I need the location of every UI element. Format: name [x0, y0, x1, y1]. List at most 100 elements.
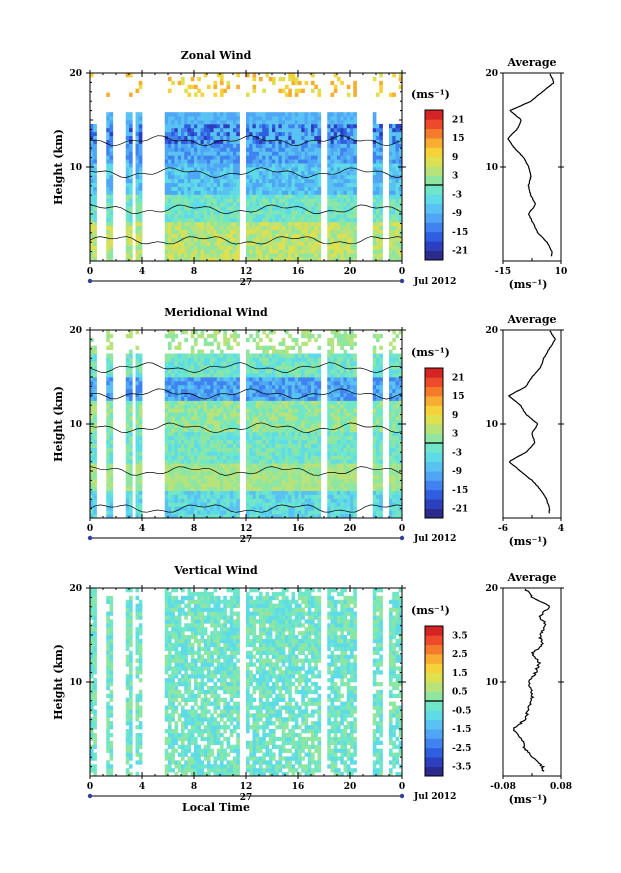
heatmap-cell: [125, 392, 130, 397]
heatmap-cell: [168, 486, 172, 491]
heatmap-cell: [340, 206, 344, 211]
heatmap-cell: [278, 198, 283, 203]
heatmap-cell: [210, 408, 214, 413]
heatmap-cell: [236, 206, 240, 211]
heatmap-cell: [177, 257, 182, 262]
heatmap-cell: [262, 345, 266, 350]
heatmap-cell: [379, 202, 383, 207]
heatmap-cell: [164, 123, 169, 129]
heatmap-cell: [275, 365, 279, 370]
heatmap-cell: [350, 143, 354, 148]
heatmap-cell: [285, 84, 289, 90]
heatmap-cell: [330, 120, 335, 125]
heatmap-cell: [109, 353, 114, 358]
heatmap-cell: [168, 435, 172, 441]
heatmap-cell: [317, 155, 322, 160]
heatmap-cell: [268, 135, 273, 140]
heatmap-cell: [184, 135, 188, 140]
heatmap-cell: [350, 190, 354, 195]
heatmap-cell: [294, 182, 299, 187]
heatmap-cell: [298, 127, 302, 133]
heatmap-cell: [392, 257, 396, 262]
heatmap-cell: [291, 486, 296, 491]
heatmap-cell: [200, 194, 205, 199]
heatmap-cell: [207, 249, 211, 254]
heatmap-cell: [213, 474, 218, 480]
heatmap-cell: [278, 467, 283, 472]
heatmap-cell: [109, 447, 114, 452]
heatmap-cell: [249, 443, 253, 448]
heatmap-cell: [90, 416, 94, 421]
heatmap-cell: [236, 225, 240, 231]
heatmap-cell: [265, 447, 270, 452]
x-tick-label: 8: [191, 267, 197, 277]
heatmap-cell: [174, 416, 179, 421]
heatmap-cell: [255, 159, 260, 164]
heatmap-cell: [168, 237, 172, 242]
heatmap-cell: [190, 194, 195, 199]
heatmap-cell: [220, 120, 224, 125]
heatmap-cell: [184, 396, 188, 401]
heatmap-cell: [200, 349, 205, 354]
heatmap-cell: [389, 135, 393, 140]
heatmap-cell: [252, 459, 257, 464]
heatmap-cell: [233, 420, 237, 425]
heatmap-cell: [265, 490, 270, 495]
heatmap-cell: [213, 174, 218, 180]
heatmap-cell: [307, 217, 312, 223]
heatmap-cell: [213, 361, 218, 366]
heatmap-cell: [194, 478, 198, 484]
heatmap-cell: [226, 392, 231, 397]
heatmap-cell: [138, 365, 143, 370]
heatmap-cell: [272, 241, 276, 246]
heatmap-cell: [125, 190, 130, 195]
heatmap-cell: [268, 190, 273, 195]
heatmap-cell: [252, 237, 257, 242]
heatmap-cell: [275, 245, 279, 250]
heatmap-cell: [187, 471, 192, 476]
heatmap-cell: [353, 257, 357, 262]
heatmap-cell: [281, 88, 286, 93]
heatmap-cell: [220, 424, 224, 429]
heatmap-cell: [259, 412, 263, 417]
heatmap-cell: [301, 155, 305, 160]
heatmap-cell: [106, 163, 110, 168]
heatmap-cell: [314, 174, 318, 180]
heatmap-cell: [272, 194, 276, 199]
heatmap-cell: [233, 490, 237, 495]
heatmap-cell: [298, 241, 302, 246]
heatmap-cell: [281, 384, 286, 390]
heatmap-cell: [275, 112, 279, 117]
heatmap-cell: [184, 467, 188, 472]
heatmap-cell: [317, 257, 322, 262]
heatmap-cell: [229, 237, 234, 242]
heatmap-cell: [203, 112, 208, 117]
heatmap-cell: [168, 249, 172, 254]
heatmap-cell: [340, 178, 344, 184]
heatmap-cell: [210, 455, 214, 460]
colorbar-swatch: [425, 241, 443, 251]
heatmap-cell: [174, 353, 179, 358]
heatmap-cell: [304, 214, 309, 219]
heatmap-cell: [395, 147, 400, 152]
heatmap-cell: [262, 463, 266, 468]
heatmap-cell: [236, 333, 240, 339]
heatmap-cell: [255, 502, 260, 507]
heatmap-cell: [210, 392, 214, 397]
heatmap-cell: [268, 404, 273, 409]
heatmap-cell: [187, 431, 192, 437]
heatmap-cell: [291, 163, 296, 168]
heatmap-cell: [259, 257, 263, 262]
heatmap-cell: [389, 139, 393, 144]
heatmap-cell: [272, 170, 276, 176]
heatmap-cell: [129, 186, 133, 191]
heatmap-cell: [200, 249, 205, 254]
heatmap-cell: [275, 194, 279, 199]
heatmap-cell: [275, 225, 279, 231]
heatmap-cell: [353, 233, 357, 238]
heatmap-cell: [129, 217, 133, 223]
heatmap-cell: [187, 392, 192, 397]
heatmap-cell: [210, 478, 214, 484]
heatmap-cell: [259, 373, 263, 378]
heatmap-cell: [301, 143, 305, 148]
